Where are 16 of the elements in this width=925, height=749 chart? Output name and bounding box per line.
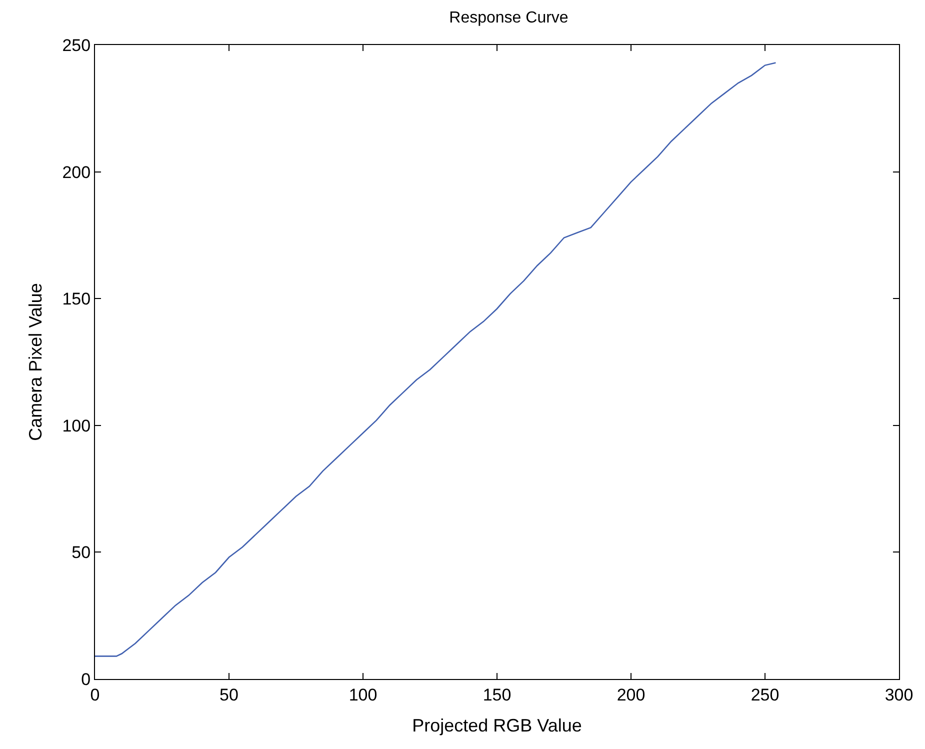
y-tick-label: 0 <box>81 670 91 689</box>
x-tick-label: 100 <box>348 685 378 704</box>
y-axis-title: Camera Pixel Value <box>25 283 46 441</box>
x-tick-label: 50 <box>220 685 238 704</box>
y-tick-label: 150 <box>62 290 91 309</box>
y-tick-label: 50 <box>72 543 91 562</box>
line-series <box>95 62 776 657</box>
y-tick-label: 100 <box>62 416 91 436</box>
y-tick-label: 250 <box>62 36 91 55</box>
x-axis-title: Projected RGB Value <box>412 716 582 736</box>
x-tick-label: 150 <box>482 685 512 704</box>
x-tick-label: 200 <box>616 685 646 704</box>
x-tick-label: 250 <box>750 685 780 704</box>
y-tick-label: 200 <box>62 162 91 182</box>
chart-title: Response Curve <box>449 9 568 26</box>
x-tick-label: 300 <box>884 685 914 704</box>
